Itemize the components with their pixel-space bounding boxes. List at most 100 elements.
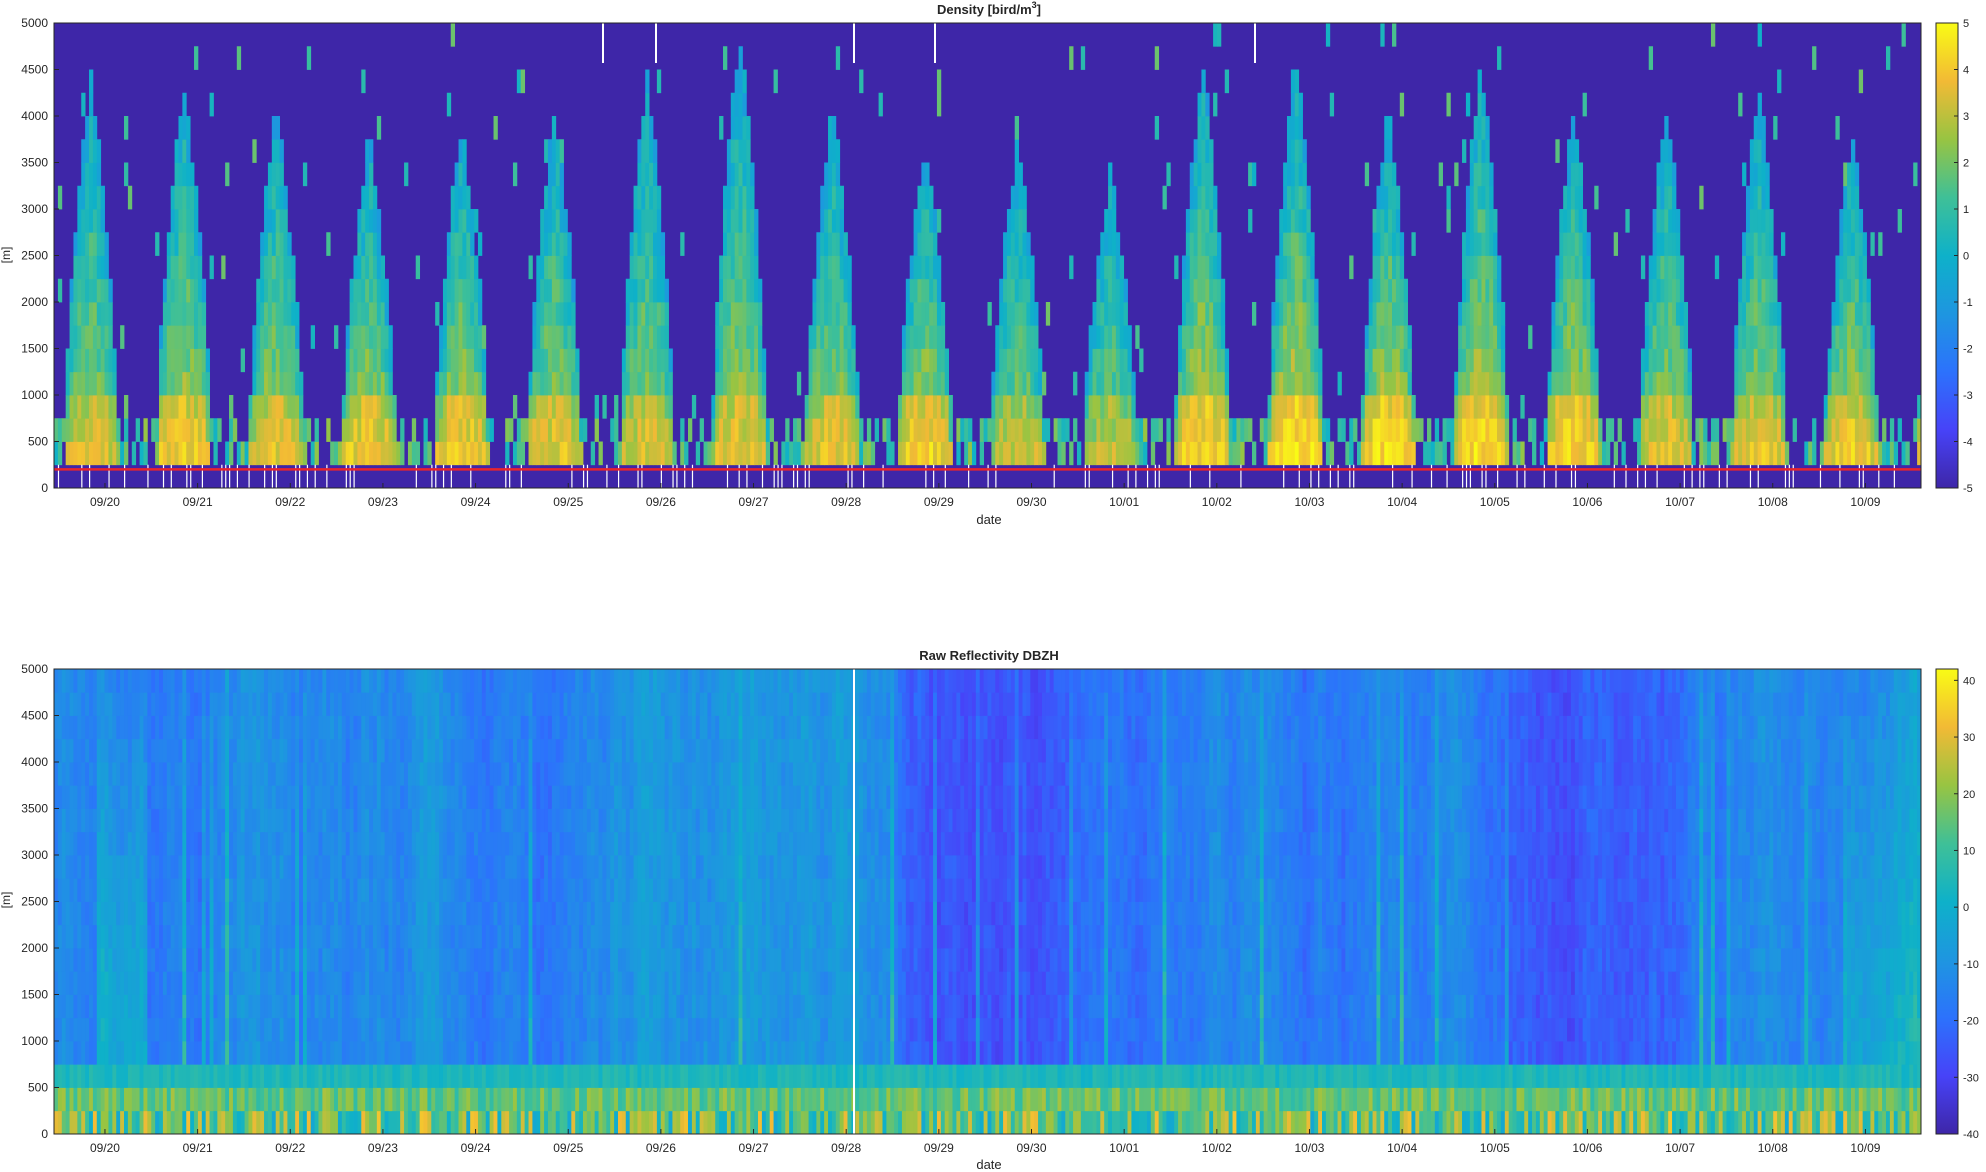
heatmap-cell [1850, 418, 1856, 442]
heatmap-cell [1271, 418, 1276, 442]
heatmap-cell [454, 162, 459, 187]
heatmap-cell [65, 831, 70, 856]
heatmap-cell [384, 278, 389, 303]
heatmap-cell [143, 924, 148, 949]
heatmap-cell [909, 325, 914, 349]
heatmap-cell [174, 441, 179, 466]
heatmap-cell [326, 971, 331, 995]
heatmap-cell [209, 1017, 214, 1042]
heatmap-cell [828, 348, 833, 373]
heatmap-cell [89, 692, 94, 716]
heatmap-cell [831, 395, 837, 419]
heatmap-cell [551, 116, 557, 140]
heatmap-cell [614, 418, 619, 442]
heatmap-cell [1874, 395, 1879, 419]
heatmap-cell [240, 715, 245, 740]
heatmap-cell [244, 808, 249, 833]
heatmap-cell [824, 395, 829, 419]
heatmap-cell [1481, 348, 1486, 373]
heatmap-cell [874, 418, 879, 442]
heatmap-cell [1022, 325, 1027, 349]
missing-data-gap [1254, 23, 1256, 63]
heatmap-cell [1469, 278, 1475, 303]
heatmap-cell [252, 669, 257, 693]
heatmap-cell [1189, 441, 1195, 466]
missing-data-gap [1718, 464, 1720, 488]
heatmap-cell [1570, 116, 1576, 140]
heatmap-cell [65, 692, 70, 716]
heatmap-cell [151, 948, 156, 972]
heatmap-cell [77, 418, 82, 442]
heatmap-cell [1287, 232, 1292, 256]
missing-data-gap [586, 464, 589, 488]
heatmap-cell [127, 715, 133, 740]
heatmap-cell [1485, 302, 1490, 326]
heatmap-cell [1481, 418, 1486, 442]
heatmap-cell [318, 994, 323, 1019]
heatmap-cell [345, 901, 351, 926]
heatmap-cell [267, 325, 273, 349]
heatmap-cell [758, 278, 763, 303]
heatmap-cell [466, 185, 471, 210]
heatmap-cell [369, 762, 374, 786]
heatmap-cell [89, 371, 94, 396]
reflectivity-heatmap [54, 669, 1922, 1135]
heatmap-cell [81, 441, 86, 466]
heatmap-cell [190, 785, 195, 809]
heatmap-cell [69, 1041, 74, 1065]
heatmap-cell [244, 924, 249, 949]
heatmap-cell [267, 302, 273, 326]
heatmap-cell [1181, 371, 1187, 396]
heatmap-cell [341, 1041, 347, 1065]
heatmap-cell [252, 924, 257, 949]
heatmap-cell [236, 924, 242, 949]
heatmap-cell [143, 1017, 148, 1042]
heatmap-cell [1294, 162, 1300, 187]
heatmap-cell [917, 325, 922, 349]
heatmap-cell [1104, 302, 1109, 326]
heatmap-cell [1897, 418, 1902, 442]
heatmap-cell [1547, 371, 1552, 396]
heatmap-cell [1220, 418, 1226, 442]
heatmap-cell [341, 855, 347, 879]
heatmap-cell [940, 418, 946, 442]
heatmap-cell [69, 325, 74, 349]
heatmap-cell [1866, 348, 1871, 373]
heatmap-cell [1119, 348, 1125, 373]
heatmap-cell [194, 418, 199, 442]
heatmap-cell [162, 785, 168, 809]
heatmap-cell [1388, 418, 1393, 442]
heatmap-cell [820, 302, 825, 326]
heatmap-cell [369, 1064, 374, 1088]
heatmap-cell [680, 418, 685, 442]
heatmap-cell [544, 371, 549, 396]
heatmap-cell [555, 302, 561, 326]
heatmap-cell [213, 785, 218, 809]
heatmap-cell [349, 348, 354, 373]
heatmap-cell [1306, 255, 1311, 280]
heatmap-cell [656, 185, 662, 210]
heatmap-cell [217, 418, 222, 442]
heatmap-cell [1613, 441, 1619, 466]
heatmap-cell [369, 924, 374, 949]
heatmap-cell [855, 441, 860, 466]
heatmap-cell [104, 302, 109, 326]
heatmap-cell [337, 994, 343, 1019]
heatmap-cell [1181, 348, 1187, 373]
heatmap-cell [100, 692, 105, 716]
heatmap-cell [232, 948, 238, 972]
heatmap-cell [1271, 325, 1276, 349]
heatmap-cell [318, 808, 323, 833]
heatmap-cell [925, 418, 930, 442]
heatmap-cell [1092, 302, 1097, 326]
heatmap-cell [345, 1087, 351, 1112]
heatmap-cell [341, 785, 347, 809]
heatmap-cell [758, 371, 763, 396]
heatmap-cell [81, 715, 86, 740]
heatmap-cell [232, 738, 238, 763]
heatmap-cell [61, 669, 67, 693]
heatmap-cell [306, 762, 312, 786]
heatmap-cell [1209, 395, 1214, 419]
heatmap-cell [1586, 418, 1591, 442]
heatmap-cell [85, 395, 90, 419]
